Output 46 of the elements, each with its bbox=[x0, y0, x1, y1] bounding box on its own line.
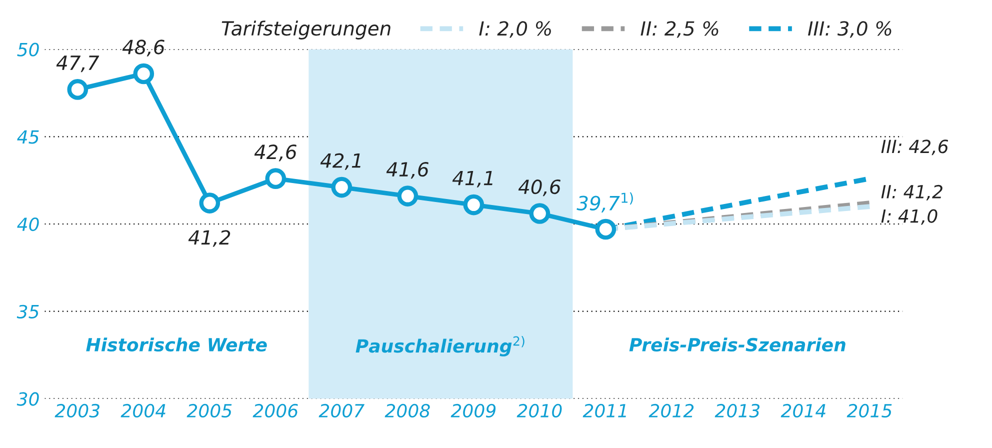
data-label: 42,1 bbox=[320, 153, 360, 170]
point bbox=[265, 168, 286, 189]
x-tick-label: 2011 bbox=[582, 404, 626, 418]
point bbox=[67, 79, 88, 100]
x-tick-label: 2004 bbox=[120, 404, 166, 418]
y-tick-label: 50 bbox=[17, 42, 39, 56]
x-tick-label: 2008 bbox=[384, 404, 430, 418]
band-label: Pauschalierung$^{2)}$ bbox=[356, 336, 524, 356]
data-label: 41,1 bbox=[452, 170, 492, 188]
legend-label: III: 3,0 % bbox=[808, 21, 892, 38]
data-label: 39,7$^{1)}$ bbox=[576, 192, 633, 212]
data-label: I: 41,0 bbox=[881, 209, 938, 225]
x-tick-label: 2009 bbox=[450, 404, 496, 418]
data-label: 47,7 bbox=[56, 56, 100, 72]
x-tick-label: 2007 bbox=[318, 404, 364, 418]
point bbox=[199, 192, 220, 214]
y-tick-label: 45 bbox=[17, 130, 39, 144]
data-label: II: 41,2 bbox=[881, 184, 942, 200]
data-label: 41,6 bbox=[386, 162, 428, 179]
legend-label: I: 2,0 % bbox=[479, 21, 551, 38]
x-tick-label: 2005 bbox=[186, 404, 232, 418]
x-tick-label: 2006 bbox=[252, 404, 298, 418]
data-label: 48,6 bbox=[122, 40, 164, 56]
point bbox=[595, 218, 616, 240]
x-tick-label: 2012 bbox=[648, 404, 694, 418]
legend-label: II: 2,5 % bbox=[640, 21, 718, 38]
data-label: 40,6 bbox=[518, 179, 560, 196]
legend-title: Tarifsteigerungen bbox=[222, 20, 390, 40]
data-label: 41,2 bbox=[188, 230, 230, 247]
y-tick-label: 30 bbox=[16, 392, 39, 406]
point bbox=[463, 194, 484, 216]
y-tick-label: 35 bbox=[16, 304, 39, 318]
point bbox=[397, 186, 418, 206]
annotation: Preis-Preis-Szenarien bbox=[629, 338, 846, 352]
data-label: 42,6 bbox=[254, 144, 296, 162]
x-tick-label: 2003 bbox=[54, 404, 100, 418]
point bbox=[331, 176, 352, 198]
y-tick-label: 40 bbox=[17, 217, 39, 232]
x-tick-label: 2013 bbox=[714, 404, 760, 418]
x-tick-label: 2015 bbox=[846, 404, 892, 418]
point bbox=[133, 63, 154, 84]
data-label: III: 42,6 bbox=[881, 140, 948, 156]
x-tick-label: 2014 bbox=[780, 404, 826, 418]
x-tick-label: 2010 bbox=[516, 404, 562, 418]
annotation: Historische Werte bbox=[86, 338, 267, 352]
point bbox=[529, 203, 550, 224]
